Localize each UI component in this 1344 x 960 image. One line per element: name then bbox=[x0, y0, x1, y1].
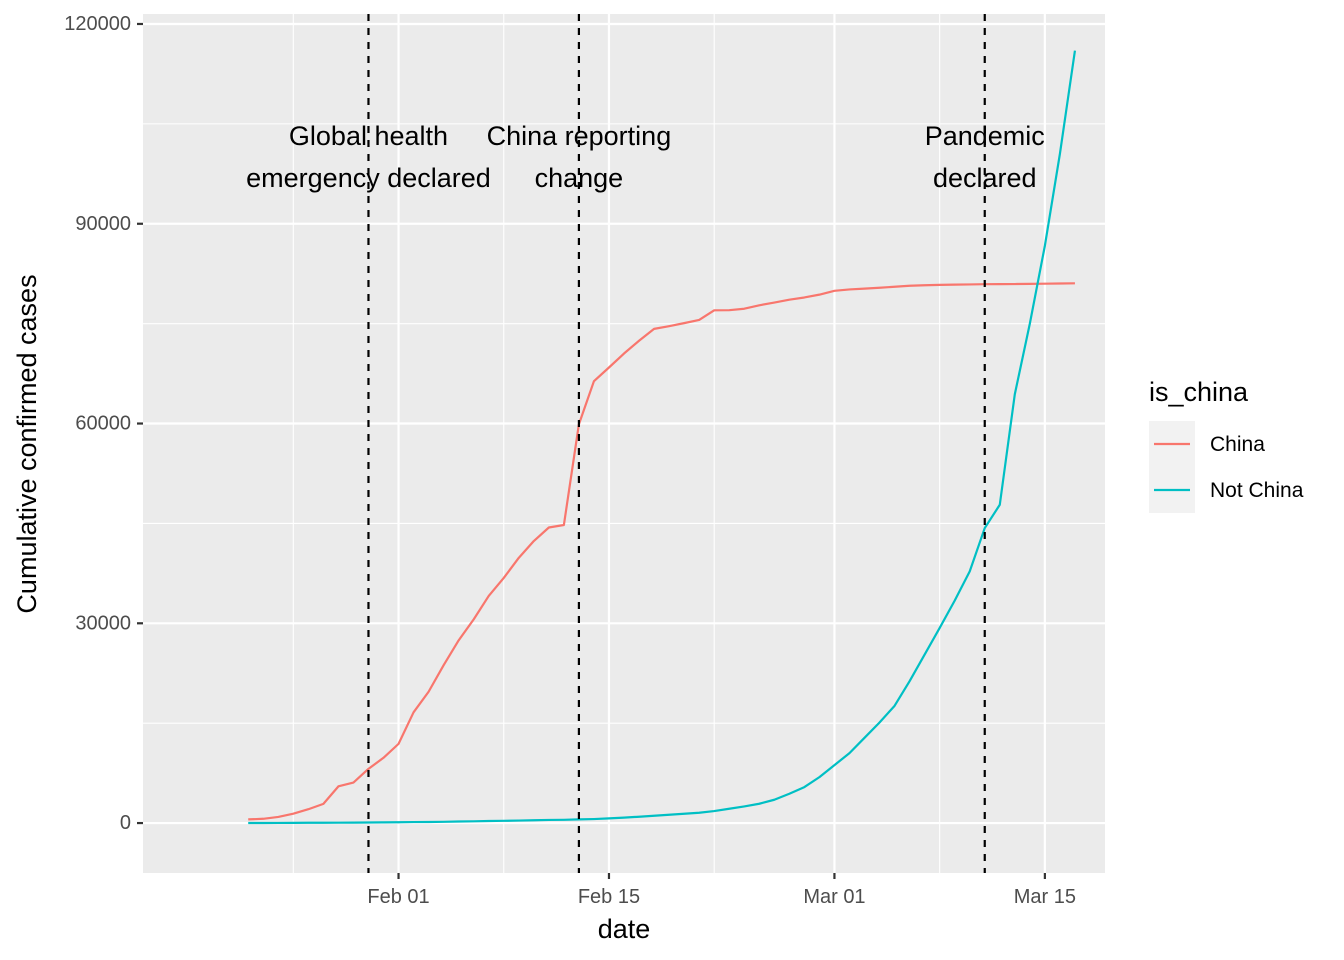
series-lines bbox=[248, 50, 1077, 825]
event-annotation-line: change bbox=[535, 163, 624, 193]
legend-label-not-china: Not China bbox=[1210, 479, 1304, 502]
y-axis: 0 30000 60000 90000 120000 bbox=[64, 13, 143, 834]
legend-title: is_china bbox=[1149, 377, 1249, 407]
panel-background bbox=[143, 14, 1105, 873]
legend: is_china China Not China bbox=[1149, 377, 1304, 513]
x-tick-label: Mar 01 bbox=[803, 886, 865, 908]
x-tick-label: Feb 01 bbox=[367, 886, 429, 908]
x-tick-label: Mar 15 bbox=[1014, 886, 1076, 908]
y-tick-label: 60000 bbox=[75, 413, 131, 435]
y-tick-label: 90000 bbox=[75, 213, 131, 235]
event-annotation-line: Global health bbox=[289, 121, 448, 151]
x-axis: Feb 01 Feb 15 Mar 01 Mar 15 bbox=[367, 873, 1076, 908]
event-annotation-line: emergency declared bbox=[246, 163, 491, 193]
event-annotations: Global health emergency declared China rep… bbox=[246, 121, 1045, 193]
y-axis-title: Cumulative confirmed cases bbox=[12, 274, 42, 613]
event-lines bbox=[367, 14, 986, 873]
x-axis-title: date bbox=[598, 914, 651, 944]
y-tick-label: 0 bbox=[120, 812, 131, 834]
legend-label-china: China bbox=[1210, 433, 1265, 456]
event-annotation-line: China reporting bbox=[487, 121, 672, 151]
minor-gridlines bbox=[143, 14, 1105, 873]
event-annotation-line: Pandemic bbox=[925, 121, 1045, 151]
x-tick-label: Feb 15 bbox=[578, 886, 640, 908]
y-tick-label: 30000 bbox=[75, 612, 131, 634]
series-line-china bbox=[248, 282, 1075, 821]
event-annotation-line: declared bbox=[933, 163, 1037, 193]
y-tick-label: 120000 bbox=[64, 13, 131, 35]
series-line-not-china bbox=[248, 50, 1077, 825]
